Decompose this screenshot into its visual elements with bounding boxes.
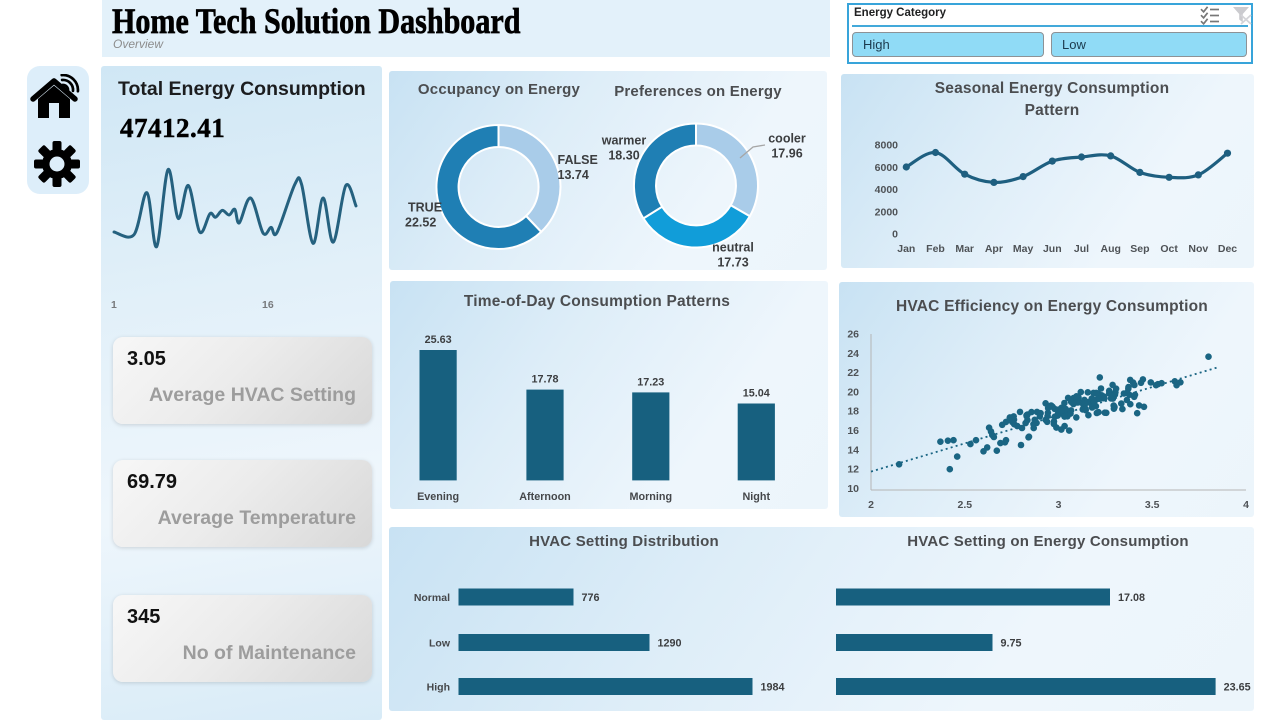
svg-text:3.5: 3.5 (1145, 499, 1160, 511)
svg-text:4000: 4000 (875, 184, 899, 196)
svg-text:17.96: 17.96 (771, 147, 802, 161)
svg-text:Aug: Aug (1100, 243, 1120, 255)
svg-text:Dec: Dec (1218, 243, 1237, 255)
svg-text:Jul: Jul (1074, 243, 1089, 255)
svg-text:neutral: neutral (712, 241, 754, 255)
svg-text:18.30: 18.30 (608, 149, 639, 163)
svg-text:13.74: 13.74 (558, 168, 589, 182)
svg-text:22.52: 22.52 (405, 216, 436, 230)
svg-text:23.65: 23.65 (1224, 682, 1251, 694)
svg-text:18: 18 (847, 406, 859, 418)
svg-text:3: 3 (1056, 499, 1062, 511)
svg-text:17.78: 17.78 (531, 374, 558, 386)
svg-text:Oct: Oct (1160, 243, 1178, 255)
svg-text:TRUE: TRUE (408, 201, 442, 215)
svg-text:776: 776 (582, 592, 600, 604)
svg-text:Sep: Sep (1130, 243, 1149, 255)
svg-text:17.08: 17.08 (1118, 592, 1145, 604)
svg-text:12: 12 (847, 464, 859, 476)
svg-text:1984: 1984 (761, 682, 785, 694)
svg-text:22: 22 (847, 367, 859, 379)
svg-text:High: High (427, 682, 450, 694)
svg-text:Low: Low (429, 638, 451, 650)
svg-text:Afternoon: Afternoon (519, 491, 571, 503)
svg-text:cooler: cooler (768, 132, 806, 146)
svg-text:warmer: warmer (601, 134, 647, 148)
svg-text:Normal: Normal (414, 592, 450, 604)
svg-text:25.63: 25.63 (425, 334, 452, 346)
svg-text:Night: Night (743, 491, 771, 503)
svg-text:May: May (1013, 243, 1034, 255)
svg-text:10: 10 (847, 483, 859, 495)
svg-text:Jan: Jan (897, 243, 915, 255)
svg-text:2: 2 (868, 499, 874, 511)
svg-text:17.23: 17.23 (637, 376, 664, 388)
svg-text:FALSE: FALSE (558, 153, 598, 167)
svg-text:Feb: Feb (926, 243, 945, 255)
svg-text:14: 14 (847, 444, 859, 456)
svg-text:24: 24 (847, 348, 859, 360)
svg-text:2000: 2000 (875, 206, 899, 218)
svg-text:0: 0 (892, 229, 898, 241)
svg-text:2.5: 2.5 (957, 499, 972, 511)
svg-text:Nov: Nov (1188, 243, 1208, 255)
svg-text:9.75: 9.75 (1001, 638, 1022, 650)
svg-text:1290: 1290 (658, 638, 682, 650)
svg-text:6000: 6000 (875, 162, 899, 174)
svg-text:17.73: 17.73 (717, 256, 748, 270)
svg-text:Mar: Mar (955, 243, 974, 255)
svg-text:8000: 8000 (875, 140, 899, 152)
svg-text:4: 4 (1243, 499, 1249, 511)
svg-text:Evening: Evening (417, 491, 459, 503)
svg-text:20: 20 (847, 386, 859, 398)
svg-text:Jun: Jun (1043, 243, 1062, 255)
svg-text:Apr: Apr (985, 243, 1003, 255)
svg-text:Morning: Morning (630, 491, 673, 503)
svg-text:16: 16 (847, 425, 859, 437)
svg-text:26: 26 (847, 329, 859, 341)
svg-text:15.04: 15.04 (743, 388, 770, 400)
